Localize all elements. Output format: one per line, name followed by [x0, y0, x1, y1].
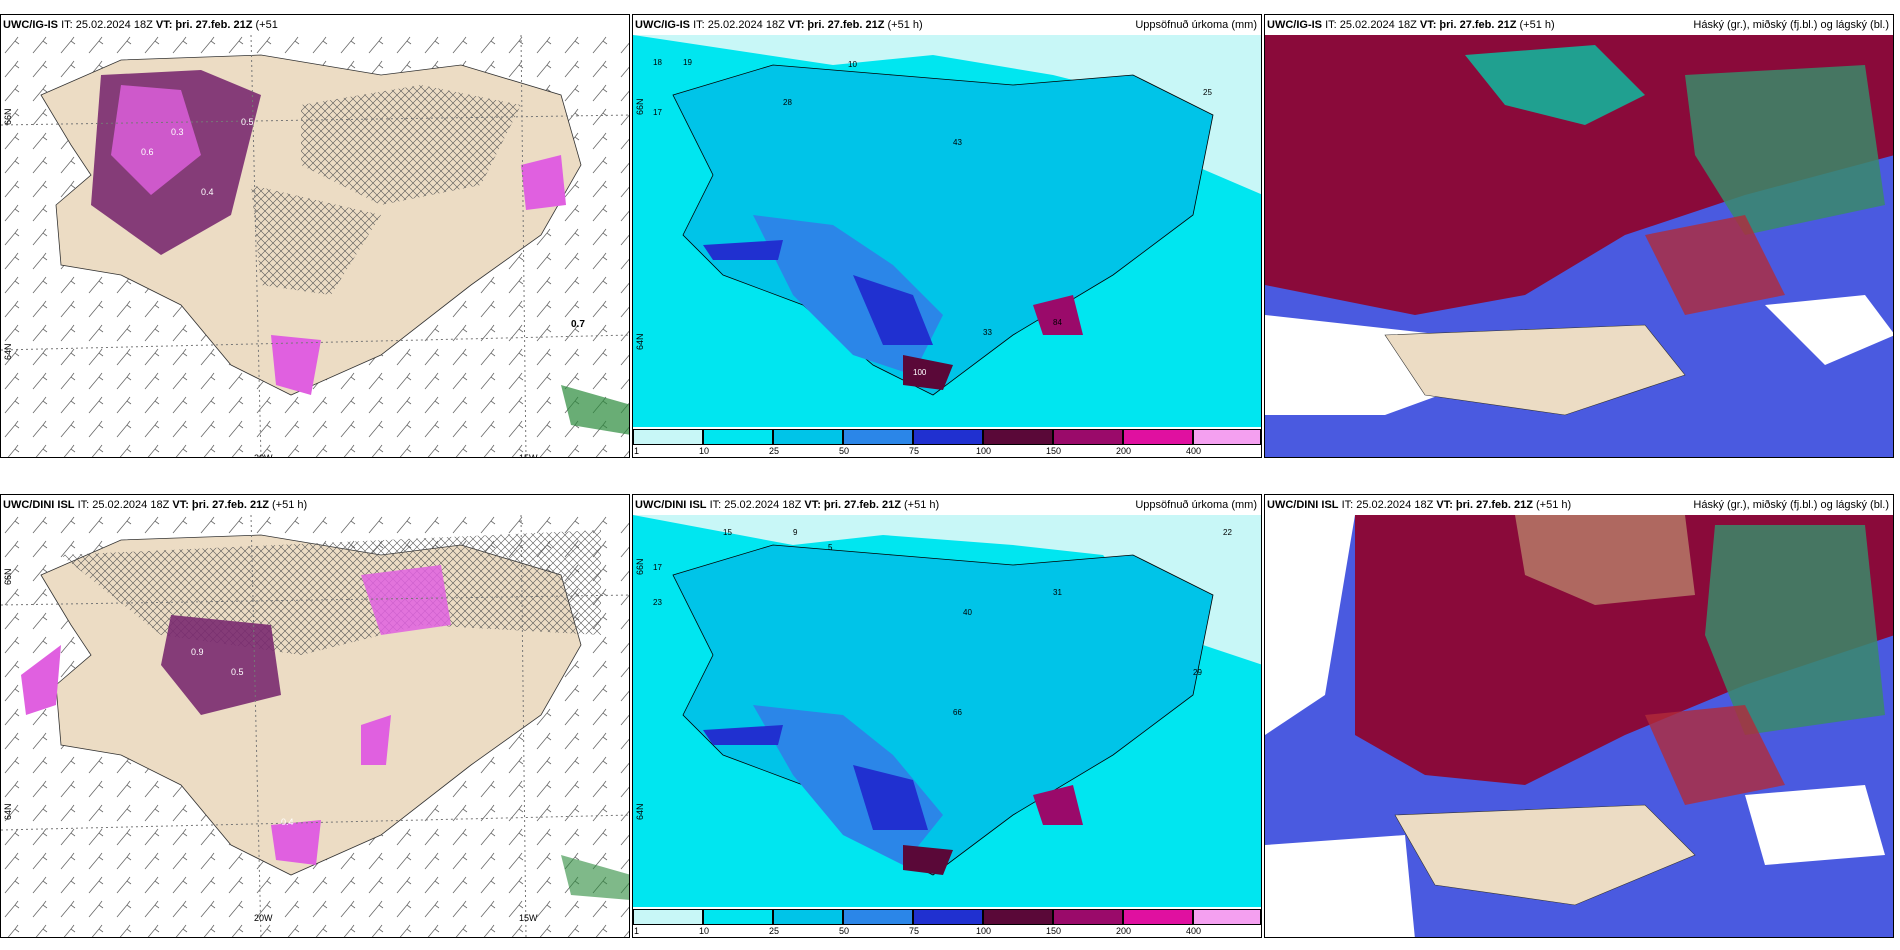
lat-label-66n: 66N: [3, 568, 13, 585]
value-label: 66: [953, 708, 962, 717]
value-label: 19: [683, 58, 692, 67]
lat-label-64n: 64N: [3, 343, 13, 360]
value-label: 28: [783, 98, 792, 107]
lat-label-64n: 64N: [635, 333, 645, 350]
panel-title: UWC/DINI ISL IT: 25.02.2024 18Z VT: þri.…: [633, 495, 1261, 515]
iceland-outline: [672, 544, 1214, 876]
cbar-level: 150: [1046, 446, 1062, 456]
value-label: 31: [1053, 588, 1062, 597]
panel-bottom-right-cloud-cover: UWC/DINI ISL IT: 25.02.2024 18Z VT: þri.…: [1264, 494, 1894, 938]
lat-label-64n: 64N: [635, 803, 645, 820]
cbar-level: 10: [699, 926, 710, 936]
panel-title: UWC/IG-IS IT: 25.02.2024 18Z VT: þri. 27…: [1, 15, 629, 35]
panel-title: UWC/DINI ISL IT: 25.02.2024 18Z VT: þri.…: [1, 495, 629, 515]
wind-precip-map: 0.3 0.5 0.4 0.6 0.7: [1, 35, 629, 457]
cbar-level: 75: [909, 446, 920, 456]
lon-label-20w: 20W: [254, 913, 273, 923]
precip-label: 0.9: [191, 647, 204, 657]
value-label: 40: [963, 608, 972, 617]
lat-label-66n: 66N: [635, 558, 645, 575]
cbar-level: 400: [1186, 446, 1202, 456]
value-label: 17: [653, 108, 662, 117]
accum-precip-map: 15 17 23 9 5 40 31 22 29 66: [633, 515, 1261, 909]
value-label: 84: [1053, 318, 1062, 327]
precip-label: 0.4: [281, 817, 294, 827]
value-label: 29: [1193, 668, 1202, 677]
cbar-level: 50: [839, 446, 850, 456]
panel-title: UWC/DINI ISL IT: 25.02.2024 18Z VT: þri.…: [1265, 495, 1893, 515]
panel-bottom-mid-accum-precip: UWC/DINI ISL IT: 25.02.2024 18Z VT: þri.…: [632, 494, 1262, 938]
iceland-land: [1394, 804, 1696, 906]
value-label: 22: [1223, 528, 1232, 537]
precip-label: 0.3: [171, 127, 184, 137]
wind-precip-map: 0.9 0.4 0.5: [1, 515, 629, 937]
value-label: 18: [653, 58, 662, 67]
cbar-level: 25: [769, 446, 780, 456]
lat-label-64n: 64N: [3, 803, 13, 820]
cloud-cover-map: [1265, 35, 1893, 457]
cbar-level: 400: [1186, 926, 1202, 936]
accum-precip-map: 18 19 17 10 28 43 84 100 33 25: [633, 35, 1261, 429]
cbar-level: 10: [699, 446, 710, 456]
precip-label: 0.5: [231, 667, 244, 677]
value-label: 15: [723, 528, 732, 537]
panel-bottom-left-precip-wind: UWC/DINI ISL IT: 25.02.2024 18Z VT: þri.…: [0, 494, 630, 938]
value-label: 5: [828, 543, 833, 552]
value-label: 17: [653, 563, 662, 572]
value-label: 10: [848, 60, 857, 69]
cbar-level: 1: [634, 926, 640, 936]
panel-top-mid-accum-precip: UWC/IG-IS IT: 25.02.2024 18Z VT: þri. 27…: [632, 14, 1262, 458]
cbar-level: 200: [1116, 446, 1132, 456]
panel-top-right-cloud-cover: UWC/IG-IS IT: 25.02.2024 18Z VT: þri. 27…: [1264, 14, 1894, 458]
lon-label-15w: 15W: [519, 913, 538, 923]
cbar-level: 50: [839, 926, 850, 936]
value-label: 9: [793, 528, 798, 537]
panel-title: UWC/IG-IS IT: 25.02.2024 18Z VT: þri. 27…: [1265, 15, 1893, 35]
cloud-cover-map: [1265, 515, 1893, 937]
iceland-land: [1384, 324, 1686, 416]
panel-title: UWC/IG-IS IT: 25.02.2024 18Z VT: þri. 27…: [633, 15, 1261, 35]
precip-label: 0.6: [141, 147, 154, 157]
cbar-level: 25: [769, 926, 780, 936]
cbar-level: 100: [976, 446, 992, 456]
lat-label-66n: 66N: [3, 108, 13, 125]
value-label: 43: [953, 138, 962, 147]
precip-label: 0.4: [201, 187, 214, 197]
colorbar: 1 10 25 50 75 100 150 200 400: [633, 907, 1261, 937]
precip-label: 0.7: [571, 319, 585, 330]
cbar-level: 1: [634, 446, 640, 456]
value-label: 25: [1203, 88, 1212, 97]
cbar-level: 75: [909, 926, 920, 936]
lon-label-15w: 15W: [519, 453, 538, 458]
cbar-level: 200: [1116, 926, 1132, 936]
cbar-level: 150: [1046, 926, 1062, 936]
colorbar: 1 10 25 50 75 100 150 200 400: [633, 427, 1261, 457]
cbar-level: 100: [976, 926, 992, 936]
value-label: 100: [913, 368, 927, 377]
value-label: 33: [983, 328, 992, 337]
lat-label-66n: 66N: [635, 98, 645, 115]
lon-label-20w: 20W: [254, 453, 273, 458]
value-label: 23: [653, 598, 662, 607]
precip-label: 0.5: [241, 117, 254, 127]
panel-top-left-precip-wind: UWC/IG-IS IT: 25.02.2024 18Z VT: þri. 27…: [0, 14, 630, 458]
